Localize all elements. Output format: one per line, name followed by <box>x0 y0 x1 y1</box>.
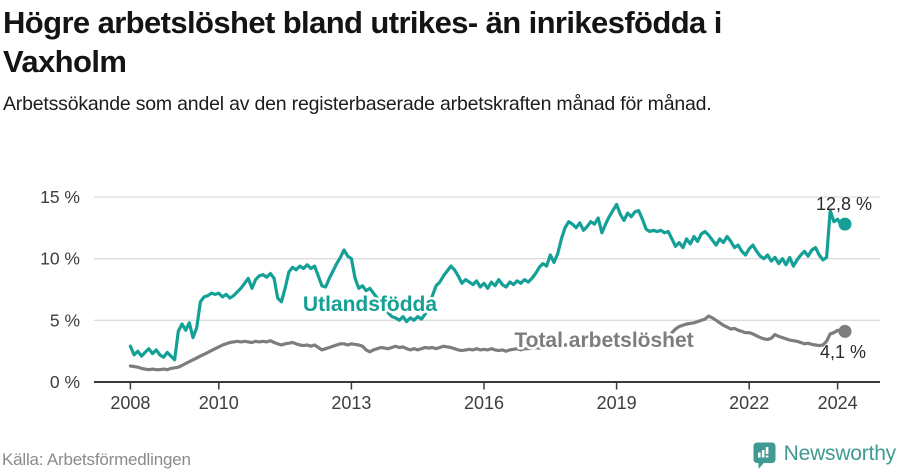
x-tick-label: 2010 <box>199 393 239 413</box>
brand-name: Newsworthy <box>783 442 897 465</box>
newsworthy-icon <box>753 442 776 469</box>
series-end-dot-foreign_born_line <box>838 217 852 231</box>
y-tick-label: 10 % <box>40 249 80 269</box>
x-tick-label: 2008 <box>110 393 150 413</box>
x-tick-label: 2024 <box>818 393 858 413</box>
series-label-total: Total arbetslöshet <box>514 329 693 352</box>
chart-footer: Källa: Arbetsförmedlingen Newsworthy <box>2 440 896 470</box>
series-line-total_line <box>128 314 847 372</box>
source-note: Källa: Arbetsförmedlingen <box>2 450 191 469</box>
x-tick-label: 2016 <box>464 393 504 413</box>
x-tick-label: 2019 <box>597 393 637 413</box>
end-value-utlandsfodda: 12,8 % <box>816 194 872 214</box>
y-tick-label: 5 % <box>50 310 80 330</box>
brand-logo: Newsworthy <box>753 442 896 470</box>
series-label-utlandsfodda: Utlandsfödda <box>303 293 437 316</box>
series-line-foreign_born_line <box>128 202 847 362</box>
chart-subtitle: Arbetssökande som andel av den registerb… <box>3 93 712 115</box>
chart-title: Högre arbetslöshet bland utrikes- än inr… <box>3 5 722 79</box>
x-tick-label: 2022 <box>729 393 769 413</box>
y-tick-label: 0 % <box>50 372 80 392</box>
series-end-dot-total_line <box>838 324 852 338</box>
y-tick-label: 15 % <box>40 187 80 207</box>
x-tick-label: 2013 <box>331 393 371 413</box>
end-value-total: 4,1 % <box>820 342 866 362</box>
